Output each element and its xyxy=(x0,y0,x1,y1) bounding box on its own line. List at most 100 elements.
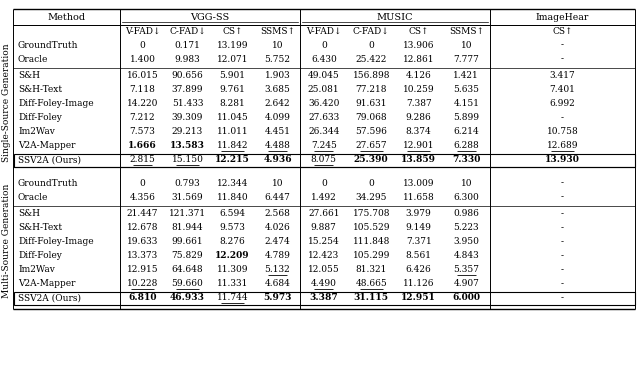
Text: 7.371: 7.371 xyxy=(406,237,431,247)
Text: 13.859: 13.859 xyxy=(401,156,436,164)
Text: -: - xyxy=(561,193,564,201)
Text: 51.433: 51.433 xyxy=(172,99,204,109)
Text: 12.901: 12.901 xyxy=(403,142,435,150)
Text: -: - xyxy=(561,237,564,247)
Text: 121.371: 121.371 xyxy=(169,210,206,218)
Text: 1.400: 1.400 xyxy=(129,55,156,63)
Text: 6.430: 6.430 xyxy=(311,55,337,63)
Text: MUSIC: MUSIC xyxy=(377,12,413,22)
Text: Method: Method xyxy=(47,12,86,22)
Text: Oracle: Oracle xyxy=(18,193,49,201)
Text: 5.357: 5.357 xyxy=(453,265,479,275)
Text: 13.930: 13.930 xyxy=(545,156,580,164)
Text: 81.321: 81.321 xyxy=(356,265,387,275)
Text: 1.666: 1.666 xyxy=(128,142,157,150)
Text: -: - xyxy=(561,210,564,218)
Text: 39.309: 39.309 xyxy=(172,113,203,123)
Text: 8.075: 8.075 xyxy=(311,156,337,164)
Text: 4.026: 4.026 xyxy=(264,224,291,233)
Text: 11.840: 11.840 xyxy=(217,193,248,201)
Text: S&H: S&H xyxy=(18,210,40,218)
Text: 11.842: 11.842 xyxy=(217,142,248,150)
Text: 7.573: 7.573 xyxy=(129,127,156,137)
Text: 8.281: 8.281 xyxy=(220,99,245,109)
Text: 1.492: 1.492 xyxy=(311,193,337,201)
Text: 11.126: 11.126 xyxy=(403,280,435,288)
Text: 1.903: 1.903 xyxy=(264,72,291,80)
Text: 2.815: 2.815 xyxy=(129,156,156,164)
Text: ImageHear: ImageHear xyxy=(536,12,589,22)
Text: 99.661: 99.661 xyxy=(172,237,204,247)
Text: 6.992: 6.992 xyxy=(550,99,575,109)
Text: 7.401: 7.401 xyxy=(550,86,575,94)
Text: 0.986: 0.986 xyxy=(453,210,479,218)
Text: 10: 10 xyxy=(461,178,472,188)
Text: 75.829: 75.829 xyxy=(172,251,204,261)
Text: 6.300: 6.300 xyxy=(453,193,479,201)
Text: 4.488: 4.488 xyxy=(264,142,291,150)
Text: 19.633: 19.633 xyxy=(127,237,158,247)
Text: SSMS↑: SSMS↑ xyxy=(260,26,295,36)
Text: 9.149: 9.149 xyxy=(406,224,432,233)
Text: 3.387: 3.387 xyxy=(309,294,338,302)
Text: 6.214: 6.214 xyxy=(453,127,479,137)
Text: Multi-Source Generation: Multi-Source Generation xyxy=(3,183,12,298)
Text: 4.936: 4.936 xyxy=(263,156,292,164)
Text: GroundTruth: GroundTruth xyxy=(18,178,79,188)
Text: -: - xyxy=(561,265,564,275)
Text: 12.055: 12.055 xyxy=(308,265,340,275)
Text: 12.915: 12.915 xyxy=(127,265,158,275)
Text: 10: 10 xyxy=(461,40,472,50)
Text: 105.529: 105.529 xyxy=(353,224,390,233)
Text: 11.309: 11.309 xyxy=(217,265,248,275)
Text: 5.132: 5.132 xyxy=(264,265,291,275)
Text: 175.708: 175.708 xyxy=(353,210,390,218)
Text: 10: 10 xyxy=(272,40,284,50)
Text: 7.118: 7.118 xyxy=(129,86,156,94)
Text: 37.899: 37.899 xyxy=(172,86,204,94)
Text: 12.951: 12.951 xyxy=(401,294,436,302)
Bar xyxy=(13,291,634,305)
Text: 3.979: 3.979 xyxy=(406,210,431,218)
Text: 27.661: 27.661 xyxy=(308,210,339,218)
Text: 5.752: 5.752 xyxy=(264,55,291,63)
Text: CS↑: CS↑ xyxy=(552,26,573,36)
Text: Diff-Foley-Image: Diff-Foley-Image xyxy=(18,99,93,109)
Text: 0.793: 0.793 xyxy=(175,178,200,188)
Text: -: - xyxy=(561,224,564,233)
Text: -: - xyxy=(561,280,564,288)
Text: 15.150: 15.150 xyxy=(172,156,204,164)
Text: 57.596: 57.596 xyxy=(355,127,387,137)
Text: 90.656: 90.656 xyxy=(172,72,204,80)
Text: -: - xyxy=(561,294,564,302)
Text: 4.151: 4.151 xyxy=(453,99,479,109)
Text: V-FAD↓: V-FAD↓ xyxy=(306,26,342,36)
Text: Oracle: Oracle xyxy=(18,55,49,63)
Text: Im2Wav: Im2Wav xyxy=(18,127,55,137)
Text: 4.789: 4.789 xyxy=(264,251,291,261)
Text: 13.906: 13.906 xyxy=(403,40,435,50)
Text: 2.568: 2.568 xyxy=(264,210,291,218)
Text: 6.447: 6.447 xyxy=(264,193,291,201)
Bar xyxy=(13,153,634,167)
Text: 13.009: 13.009 xyxy=(403,178,435,188)
Text: 36.420: 36.420 xyxy=(308,99,339,109)
Text: 31.569: 31.569 xyxy=(172,193,204,201)
Text: 10.758: 10.758 xyxy=(547,127,579,137)
Text: -: - xyxy=(561,40,564,50)
Text: 4.451: 4.451 xyxy=(264,127,291,137)
Text: 64.648: 64.648 xyxy=(172,265,204,275)
Text: 81.944: 81.944 xyxy=(172,224,204,233)
Text: 0: 0 xyxy=(369,178,374,188)
Text: 91.631: 91.631 xyxy=(355,99,387,109)
Text: 10: 10 xyxy=(272,178,284,188)
Text: C-FAD↓: C-FAD↓ xyxy=(169,26,206,36)
Text: Diff-Foley-Image: Diff-Foley-Image xyxy=(18,237,93,247)
Text: Single-Source Generation: Single-Source Generation xyxy=(3,43,12,162)
Text: 13.373: 13.373 xyxy=(127,251,158,261)
Text: V2A-Mapper: V2A-Mapper xyxy=(18,280,76,288)
Text: 6.594: 6.594 xyxy=(220,210,246,218)
Text: 11.658: 11.658 xyxy=(403,193,435,201)
Text: 16.015: 16.015 xyxy=(127,72,158,80)
Text: 12.344: 12.344 xyxy=(217,178,248,188)
